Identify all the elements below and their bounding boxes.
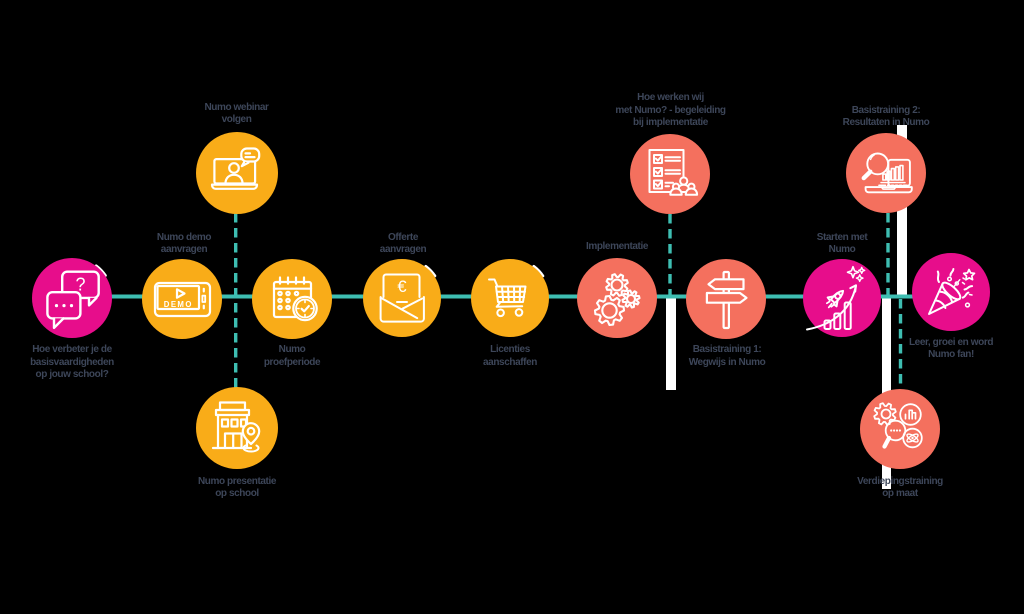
svg-text:DEMO: DEMO: [164, 300, 193, 309]
svg-text:?: ?: [75, 275, 85, 295]
svg-text:€: €: [397, 278, 406, 296]
